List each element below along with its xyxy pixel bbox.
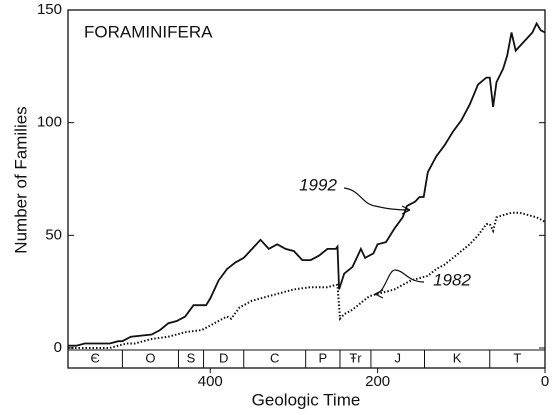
y-tick-label: 150 (37, 1, 62, 18)
chart-title: FORAMINIFERA (84, 22, 213, 41)
x-tick-label: 200 (365, 373, 390, 390)
period-label: P (318, 350, 327, 365)
x-tick-label: 0 (541, 373, 549, 390)
series-label: 1982 (433, 270, 471, 289)
period-label: Ŧr (349, 350, 362, 365)
period-label: Є (91, 350, 100, 365)
series-line (68, 21, 546, 347)
x-axis-label: Geologic Time (252, 390, 361, 409)
period-label: J (394, 350, 401, 365)
y-tick-label: 50 (45, 226, 62, 243)
annotation-arrow (343, 187, 411, 211)
arrow-head (374, 289, 384, 299)
period-label: D (219, 350, 228, 365)
period-label: S (187, 350, 196, 365)
period-label: K (453, 350, 462, 365)
series-label: 1992 (299, 175, 337, 194)
period-label: C (270, 350, 279, 365)
x-tick-label: 400 (198, 373, 223, 390)
period-label: T (513, 350, 521, 365)
y-axis-label: Number of Families (11, 106, 30, 253)
period-label: O (145, 350, 155, 365)
plot-frame (67, 9, 546, 369)
series-line (68, 211, 546, 349)
y-tick-label: 100 (37, 114, 62, 131)
y-tick-label: 0 (54, 339, 62, 356)
